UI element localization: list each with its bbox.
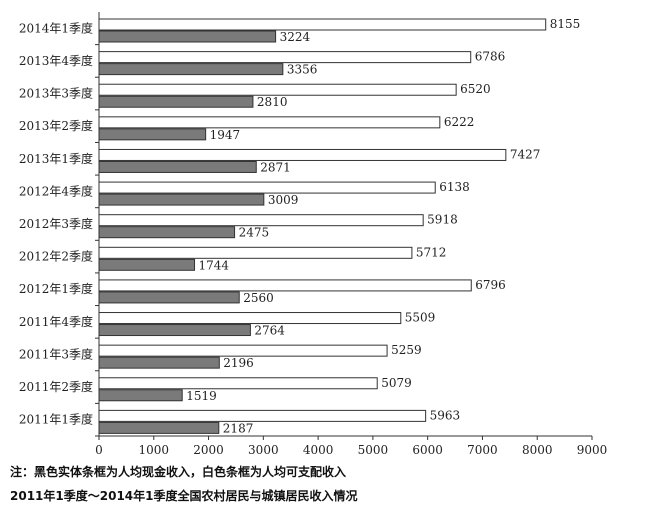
- data-label: 5918: [427, 213, 458, 227]
- category-label: 2012年4季度: [19, 183, 93, 198]
- bar-disposable-income: [98, 51, 472, 64]
- data-label: 6138: [439, 180, 470, 194]
- x-tick-label: 1000: [139, 443, 170, 457]
- bar-cash-income: [98, 160, 257, 173]
- bar-cash-income: [98, 389, 183, 402]
- bar-cash-income: [98, 324, 251, 337]
- category-label: 2012年3季度: [19, 216, 93, 231]
- category-label: 2012年2季度: [19, 249, 93, 264]
- x-tick-label: 9000: [577, 443, 608, 457]
- data-label: 1947: [210, 128, 241, 142]
- bar-cash-income: [98, 95, 254, 108]
- bar-disposable-income: [98, 344, 388, 357]
- category-label: 2011年3季度: [19, 346, 93, 361]
- data-label: 2475: [239, 226, 270, 240]
- x-tick-label: 2000: [193, 443, 224, 457]
- x-tick-label: 6000: [412, 443, 443, 457]
- bar-cash-income: [98, 356, 220, 369]
- bar-cash-income: [98, 258, 196, 271]
- bar-disposable-income: [98, 181, 436, 194]
- x-tick-label: 7000: [467, 443, 498, 457]
- bar-cash-income: [98, 63, 284, 76]
- category-label: 2012年1季度: [19, 281, 93, 296]
- data-label: 2187: [223, 421, 254, 435]
- bar-disposable-income: [98, 148, 507, 161]
- data-label: 7427: [510, 147, 541, 161]
- data-label: 8155: [550, 17, 581, 31]
- bar-cash-income: [98, 291, 240, 304]
- data-label: 2871: [260, 160, 291, 174]
- data-label: 3356: [287, 63, 318, 77]
- x-tick-label: 5000: [358, 443, 389, 457]
- data-label: 3224: [280, 30, 311, 44]
- category-label: 2011年2季度: [19, 379, 93, 394]
- data-label: 3009: [268, 193, 299, 207]
- bar-disposable-income: [98, 279, 472, 292]
- x-tick-label: 0: [95, 443, 103, 457]
- data-label: 6796: [475, 278, 506, 292]
- data-label: 2560: [243, 291, 274, 305]
- data-label: 2196: [223, 356, 254, 370]
- data-label: 2764: [254, 324, 285, 338]
- bar-disposable-income: [98, 246, 413, 259]
- category-label: 2014年1季度: [19, 20, 93, 35]
- bar-disposable-income: [98, 83, 457, 96]
- bar-disposable-income: [98, 312, 402, 325]
- chart-note: 注：黑色实体条框为人均现金收入，白色条框为人均可支配收入: [10, 465, 347, 479]
- bar-disposable-income: [98, 409, 427, 422]
- data-label: 6222: [444, 115, 475, 129]
- data-label: 5259: [391, 343, 422, 357]
- data-label: 6786: [475, 50, 506, 64]
- bar-chart: 0 1000 2000 3000 4000 5000 6000 7000 8000 9000 201…: [19, 12, 608, 457]
- x-tick-label: 3000: [248, 443, 279, 457]
- category-label: 2011年1季度: [19, 412, 93, 427]
- x-tick-label: 8000: [522, 443, 553, 457]
- bar-cash-income: [98, 421, 220, 434]
- bar-cash-income: [98, 193, 265, 206]
- category-label: 2013年4季度: [19, 53, 93, 68]
- category-label: 2011年4季度: [19, 314, 93, 329]
- bar-disposable-income: [98, 116, 441, 129]
- data-label: 2810: [257, 95, 288, 109]
- category-label: 2013年3季度: [19, 86, 93, 101]
- bar-cash-income: [98, 128, 207, 141]
- category-label: 2013年2季度: [19, 118, 93, 133]
- data-label: 5509: [405, 311, 436, 325]
- data-label: 6520: [460, 82, 491, 96]
- bar-disposable-income: [98, 214, 424, 227]
- chart-caption: 2011年1季度～2014年1季度全国农村居民与城镇居民收入情况: [10, 489, 358, 503]
- bar-cash-income: [98, 30, 277, 43]
- data-label: 5963: [430, 408, 461, 422]
- data-label: 5079: [381, 376, 412, 390]
- data-label: 5712: [416, 245, 447, 259]
- bar-cash-income: [98, 226, 236, 239]
- category-label: 2013年1季度: [19, 151, 93, 166]
- x-tick-label: 4000: [303, 443, 334, 457]
- data-label: 1519: [186, 389, 217, 403]
- bar-disposable-income: [98, 18, 547, 31]
- data-label: 1744: [199, 258, 230, 272]
- bar-disposable-income: [98, 377, 378, 390]
